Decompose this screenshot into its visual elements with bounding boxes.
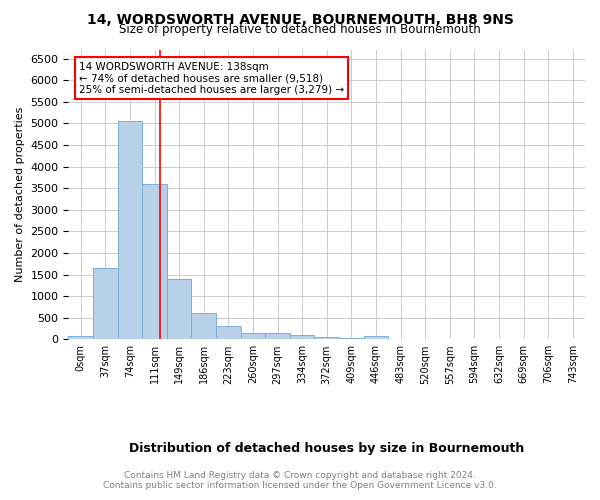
- Bar: [167, 279, 191, 340]
- Bar: [216, 326, 241, 340]
- Text: Size of property relative to detached houses in Bournemouth: Size of property relative to detached ho…: [119, 22, 481, 36]
- Y-axis label: Number of detached properties: Number of detached properties: [15, 107, 25, 282]
- Text: Contains HM Land Registry data © Crown copyright and database right 2024.
Contai: Contains HM Land Registry data © Crown c…: [103, 470, 497, 490]
- Bar: [241, 332, 265, 340]
- Bar: [290, 335, 314, 340]
- Bar: [142, 184, 167, 340]
- Bar: [265, 334, 290, 340]
- Text: 14, WORDSWORTH AVENUE, BOURNEMOUTH, BH8 9NS: 14, WORDSWORTH AVENUE, BOURNEMOUTH, BH8 …: [86, 12, 514, 26]
- X-axis label: Distribution of detached houses by size in Bournemouth: Distribution of detached houses by size …: [129, 442, 524, 455]
- Text: 14 WORDSWORTH AVENUE: 138sqm
← 74% of detached houses are smaller (9,518)
25% of: 14 WORDSWORTH AVENUE: 138sqm ← 74% of de…: [79, 62, 344, 95]
- Bar: [68, 336, 93, 340]
- Bar: [191, 314, 216, 340]
- Bar: [339, 338, 364, 340]
- Bar: [314, 337, 339, 340]
- Bar: [364, 336, 388, 340]
- Bar: [118, 121, 142, 340]
- Bar: [93, 268, 118, 340]
